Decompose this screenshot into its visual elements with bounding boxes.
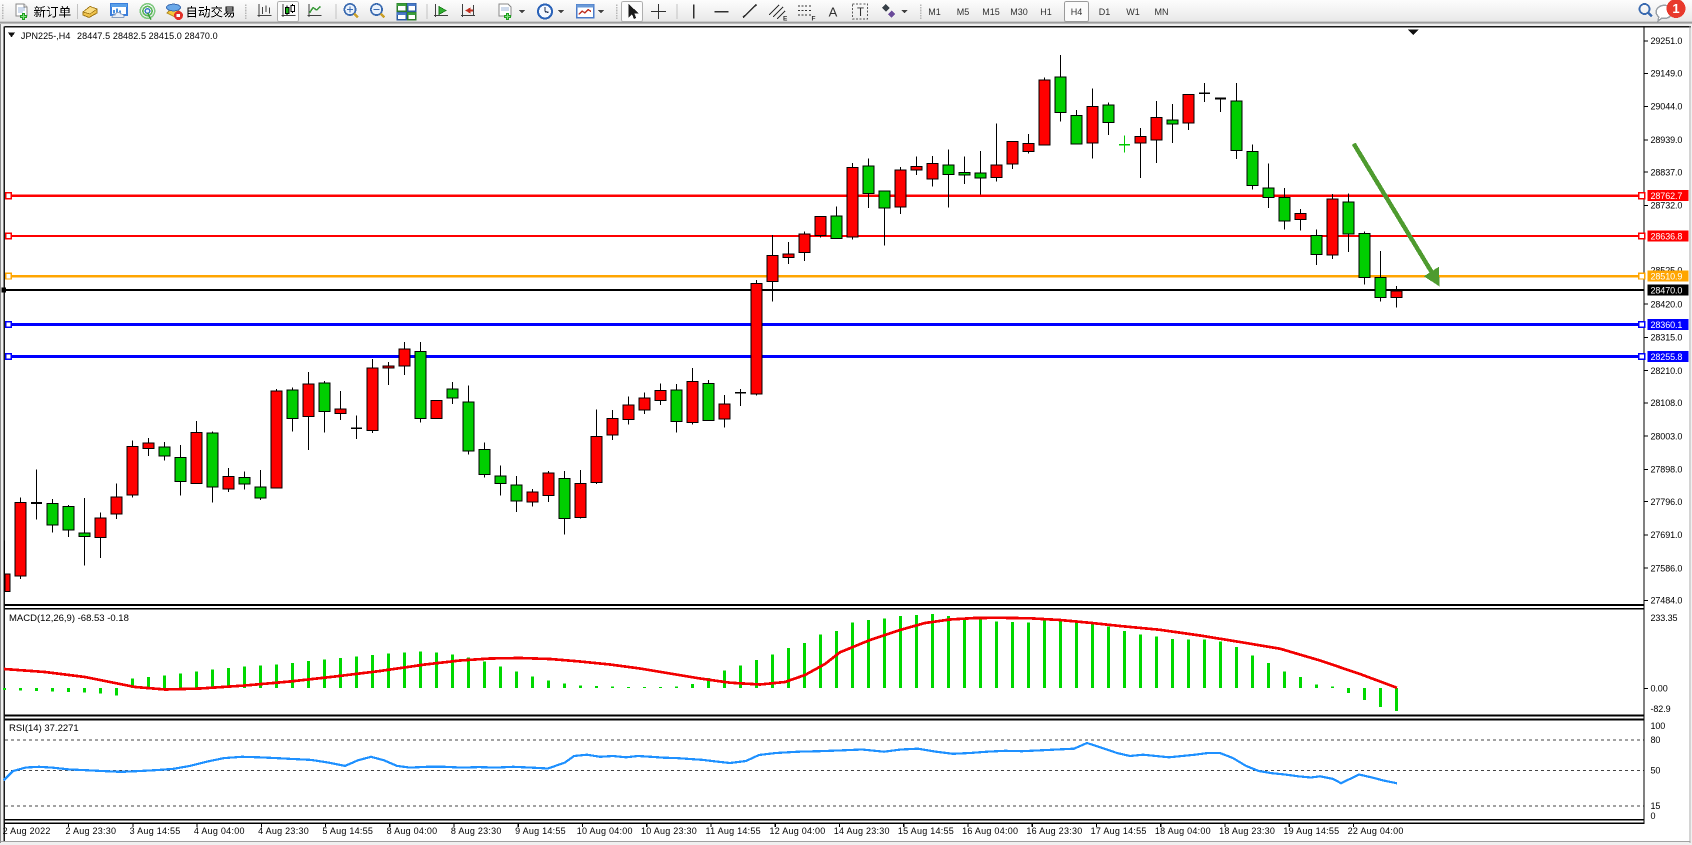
svg-text:28762.7: 28762.7 [1651, 191, 1683, 201]
svg-text:E: E [783, 16, 788, 23]
svg-text:28939.0: 28939.0 [1651, 135, 1683, 145]
svg-text:8 Aug 04:00: 8 Aug 04:00 [387, 826, 438, 836]
svg-text:10 Aug 04:00: 10 Aug 04:00 [577, 826, 633, 836]
svg-text:H4: H4 [1071, 7, 1083, 17]
svg-text:28210.0: 28210.0 [1651, 366, 1683, 376]
svg-text:15 Aug 14:55: 15 Aug 14:55 [898, 826, 954, 836]
svg-text:28360.1: 28360.1 [1651, 320, 1683, 330]
svg-text:28732.0: 28732.0 [1651, 201, 1683, 211]
svg-text:M1: M1 [928, 7, 941, 17]
svg-text:A: A [829, 5, 838, 20]
svg-text:29251.0: 29251.0 [1651, 36, 1683, 46]
svg-text:3 Aug 14:55: 3 Aug 14:55 [130, 826, 181, 836]
svg-text:1: 1 [1672, 1, 1679, 16]
svg-text:M15: M15 [982, 7, 1000, 17]
svg-text:28447.5 28482.5 28415.0 28470.: 28447.5 28482.5 28415.0 28470.0 [77, 31, 218, 41]
svg-text:28108.0: 28108.0 [1651, 398, 1683, 408]
svg-text:-82.9: -82.9 [1651, 704, 1671, 714]
svg-text:5 Aug 14:55: 5 Aug 14:55 [322, 826, 373, 836]
svg-text:100: 100 [1651, 721, 1666, 731]
svg-text:28470.0: 28470.0 [1651, 285, 1683, 295]
svg-text:29044.0: 29044.0 [1651, 102, 1683, 112]
svg-text:12 Aug 04:00: 12 Aug 04:00 [769, 826, 825, 836]
svg-text:0: 0 [1651, 811, 1656, 821]
svg-text:T: T [857, 7, 864, 19]
svg-text:50: 50 [1651, 766, 1661, 776]
svg-text:4 Aug 23:30: 4 Aug 23:30 [258, 826, 309, 836]
svg-text:29149.0: 29149.0 [1651, 69, 1683, 79]
svg-text:8 Aug 23:30: 8 Aug 23:30 [451, 826, 502, 836]
svg-text:18 Aug 04:00: 18 Aug 04:00 [1155, 826, 1211, 836]
svg-text:0.00: 0.00 [1651, 684, 1668, 694]
svg-text:28420.0: 28420.0 [1651, 299, 1683, 309]
svg-text:H1: H1 [1040, 7, 1052, 17]
svg-text:28255.8: 28255.8 [1651, 352, 1683, 362]
svg-text:2 Aug 23:30: 2 Aug 23:30 [65, 826, 116, 836]
svg-text:14 Aug 23:30: 14 Aug 23:30 [834, 826, 890, 836]
svg-text:M30: M30 [1010, 7, 1028, 17]
svg-text:27796.0: 27796.0 [1651, 497, 1683, 507]
svg-text:15: 15 [1651, 801, 1661, 811]
svg-text:2 Aug 2022: 2 Aug 2022 [3, 826, 51, 836]
svg-text:11 Aug 14:55: 11 Aug 14:55 [706, 826, 761, 836]
svg-text:22 Aug 04:00: 22 Aug 04:00 [1348, 826, 1404, 836]
svg-text:9 Aug 14:55: 9 Aug 14:55 [515, 826, 566, 836]
svg-text:19 Aug 14:55: 19 Aug 14:55 [1283, 826, 1339, 836]
svg-text:27691.0: 27691.0 [1651, 530, 1683, 540]
svg-text:W1: W1 [1126, 7, 1140, 17]
svg-text:16 Aug 04:00: 16 Aug 04:00 [962, 826, 1018, 836]
svg-text:16 Aug 23:30: 16 Aug 23:30 [1026, 826, 1082, 836]
svg-text:80: 80 [1651, 735, 1661, 745]
svg-text:MN: MN [1155, 7, 1169, 17]
svg-text:RSI(14) 37.2271: RSI(14) 37.2271 [9, 723, 79, 734]
svg-text:M5: M5 [957, 7, 970, 17]
svg-text:4 Aug 04:00: 4 Aug 04:00 [194, 826, 245, 836]
svg-text:28003.0: 28003.0 [1651, 431, 1683, 441]
svg-text:27898.0: 27898.0 [1651, 465, 1683, 475]
svg-text:18 Aug 23:30: 18 Aug 23:30 [1219, 826, 1275, 836]
svg-text:D1: D1 [1099, 7, 1111, 17]
svg-text:27484.0: 27484.0 [1651, 596, 1683, 606]
svg-text:233.35: 233.35 [1651, 613, 1678, 623]
svg-text:JPN225-,H4: JPN225-,H4 [21, 31, 71, 41]
svg-text:28510.9: 28510.9 [1651, 272, 1683, 282]
svg-text:28837.0: 28837.0 [1651, 167, 1683, 177]
svg-text:10 Aug 23:30: 10 Aug 23:30 [641, 826, 697, 836]
svg-text:28636.8: 28636.8 [1651, 231, 1683, 241]
svg-text:17 Aug 14:55: 17 Aug 14:55 [1091, 826, 1147, 836]
svg-text:F: F [812, 16, 816, 23]
svg-text:27586.0: 27586.0 [1651, 563, 1683, 573]
svg-text:MACD(12,26,9) -68.53 -0.18: MACD(12,26,9) -68.53 -0.18 [9, 613, 129, 624]
svg-text:28315.0: 28315.0 [1651, 333, 1683, 343]
